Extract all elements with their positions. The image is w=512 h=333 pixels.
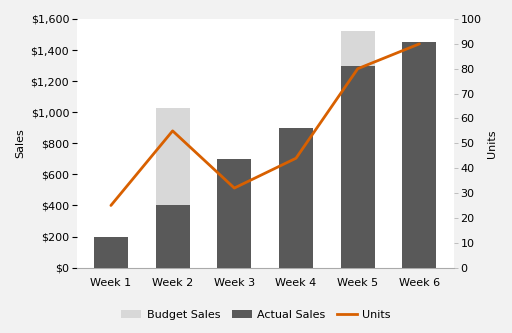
Bar [279,128,313,268]
Y-axis label: Units: Units [487,129,497,158]
Legend: Budget Sales, Actual Sales, Units: Budget Sales, Actual Sales, Units [117,305,395,324]
Bar [94,236,128,268]
Bar [217,159,251,268]
Bar [402,42,436,268]
Bar [156,205,189,268]
Bar [341,31,375,268]
Y-axis label: Sales: Sales [15,129,25,158]
Bar [279,147,313,268]
Bar [156,108,189,268]
Bar [217,185,251,268]
Bar [94,236,128,268]
Bar [341,66,375,268]
Bar [402,70,436,268]
